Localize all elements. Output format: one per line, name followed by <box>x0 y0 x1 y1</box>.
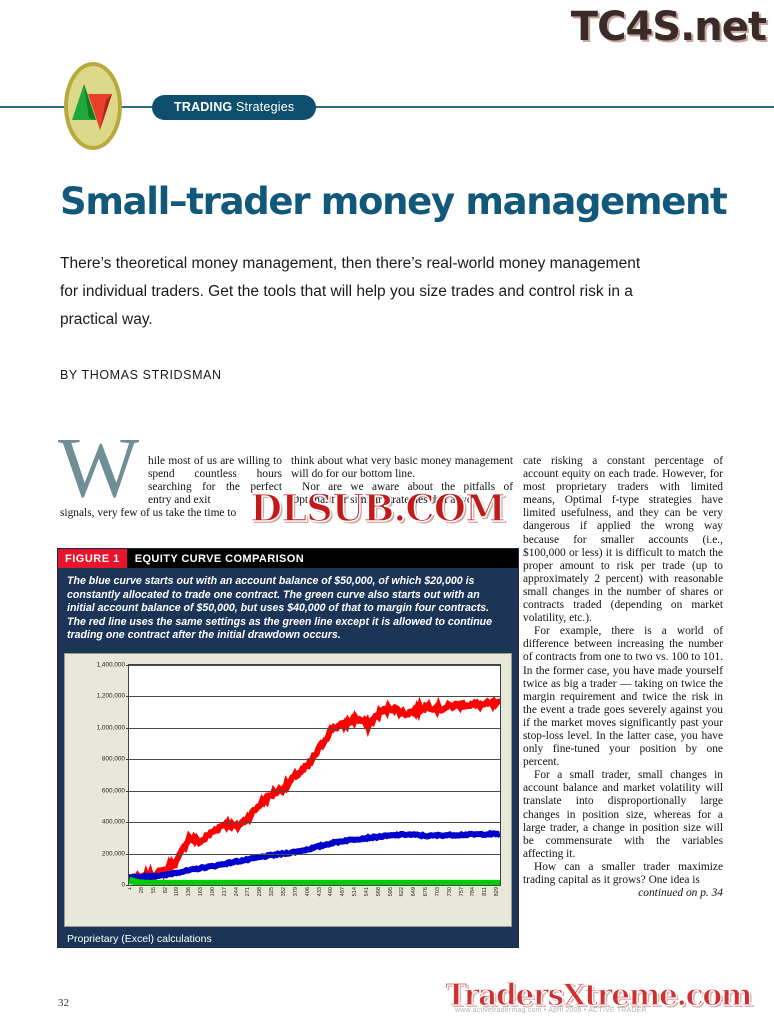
col3-para-2: For example, there is a world of differe… <box>523 625 723 769</box>
article-byline: BY THOMAS STRIDSMAN <box>60 368 222 382</box>
drop-cap: W <box>58 419 140 515</box>
dlsub-watermark: DLSUB.COM <box>249 485 506 531</box>
chart-x-tick-label: 109 <box>174 887 181 897</box>
chart-x-tick-label: 487 <box>340 887 347 897</box>
chart-gridline <box>129 853 500 855</box>
section-kicker-rest: Strategies <box>232 100 295 114</box>
col3-para-3: For a small trader, small changes in acc… <box>523 769 723 860</box>
continued-note: continued on p. 34 <box>638 887 723 900</box>
chart-x-tick-label: 28 <box>138 887 145 894</box>
chart-x-tick-label: 649 <box>411 887 418 897</box>
chart-x-tick-label: 271 <box>245 887 252 897</box>
chart-x-tick-label: 811 <box>482 887 489 896</box>
chart-x-tick-label: 460 <box>328 887 335 897</box>
page-number: 32 <box>58 997 69 1009</box>
chart-x-tick-label: 406 <box>304 887 311 897</box>
chart-gridline <box>129 696 500 698</box>
chart-x-tick-label: 298 <box>257 887 264 897</box>
chart-x-tick-label: 379 <box>292 887 299 897</box>
chart-gridline <box>129 885 500 886</box>
chart-x-tick-label: 757 <box>458 887 465 897</box>
article-headline: Small–trader money management <box>60 180 728 223</box>
col2-para-1: think about what very basic money manage… <box>291 455 513 481</box>
chart-y-tick <box>126 665 129 666</box>
chart-x-tick-label: 1 <box>128 887 133 891</box>
chart-x-tick-label: 829 <box>494 887 501 897</box>
chart-x-tick-label: 217 <box>221 887 228 897</box>
section-kicker-bold: TRADING <box>174 100 233 114</box>
chart-y-tick-label: 1,400,000 <box>96 661 125 669</box>
section-divider-rule <box>0 106 774 108</box>
chart-gridline <box>129 790 500 792</box>
col3-para-1: cate risking a constant percentage of ac… <box>523 455 723 625</box>
chart-x-tick-label: 595 <box>387 887 394 897</box>
chart-x-tick-label: 730 <box>446 887 453 897</box>
chart-y-tick-label: 1,200,000 <box>96 692 125 700</box>
figure-caption: The blue curve starts out with an accoun… <box>67 575 493 642</box>
chart-x-tick-label: 136 <box>186 887 193 897</box>
chart-x-tick-label: 703 <box>434 887 441 897</box>
chart-y-tick-label: 800,000 <box>101 755 125 763</box>
chart-x-tick-label: 433 <box>316 887 323 897</box>
chart-x-tick-label: 55 <box>150 887 157 894</box>
chart-plot-area: 0 200,000 400,000 600,000 800,000 1,000,000 1,… <box>97 662 501 889</box>
footer-source-line: www.activetradermag.com • April 2005 • A… <box>455 1007 647 1014</box>
article-deck: There’s theoretical money management, th… <box>60 255 641 328</box>
chart-y-tick-label: 400,000 <box>101 818 125 826</box>
chart-x-tick-label: 514 <box>352 887 359 897</box>
chart-y-tick-label: 600,000 <box>101 787 125 795</box>
figure-title: EQUITY CURVE COMPARISON <box>134 552 305 565</box>
chart-y-tick <box>126 853 129 855</box>
chart-series-svg <box>129 665 500 885</box>
chart-series-line <box>129 880 500 883</box>
chart-y-tick-label: 200,000 <box>101 850 125 858</box>
col1-para-2: signals, very few of us take the time to <box>60 507 237 520</box>
chart-x-tick-label: 568 <box>375 887 382 897</box>
figure-header: FIGURE 1 EQUITY CURVE COMPARISON <box>58 549 518 568</box>
col1-para-1: hile most of us are willing to spend cou… <box>148 455 282 507</box>
equity-curve-chart: 0 200,000 400,000 600,000 800,000 1,000,000 1,… <box>64 653 512 927</box>
figure-1-panel: FIGURE 1 EQUITY CURVE COMPARISON The blu… <box>57 548 519 948</box>
chart-x-tick-label: 352 <box>280 887 287 897</box>
body-column-1: hile most of us are willing to spend cou… <box>60 455 282 520</box>
chart-y-tick <box>126 885 129 886</box>
chart-x-tick-label: 163 <box>198 887 205 897</box>
chart-x-tick-label: 325 <box>269 887 276 897</box>
chart-x-tick-label: 541 <box>363 887 370 897</box>
body-column-2: think about what very basic money manage… <box>291 455 513 507</box>
body-column-3: cate risking a constant percentage of ac… <box>523 455 723 900</box>
chart-y-tick-label: 0 <box>121 881 125 889</box>
section-tab-trading-strategies[interactable]: TRADING Strategies <box>152 95 317 120</box>
chart-y-tick <box>126 696 129 698</box>
chart-y-tick <box>126 822 129 824</box>
chart-x-tick-label: 622 <box>399 887 406 897</box>
chart-x-tick-label: 676 <box>423 887 430 897</box>
figure-source-note: Proprietary (Excel) calculations <box>58 930 518 947</box>
chart-series-line <box>129 702 500 880</box>
col2-para-2: Nor are we aware about the pitfalls of O… <box>291 481 513 507</box>
chart-series-line <box>129 833 500 878</box>
chart-y-tick-label: 1,000,000 <box>96 724 125 732</box>
chart-x-tick-label: 190 <box>209 887 216 897</box>
trading-strategies-badge-icon <box>62 60 124 152</box>
figure-number-badge: FIGURE 1 <box>58 549 127 568</box>
col3-para-4: How can a smaller trader maximize tradin… <box>523 860 723 886</box>
chart-y-tick <box>126 790 129 792</box>
chart-gridline <box>129 822 500 824</box>
chart-x-tick-label: 244 <box>233 887 240 897</box>
tradersxtreme-watermark: TradersXtreme.com <box>444 977 753 1013</box>
chart-x-tick-label: 784 <box>470 887 477 897</box>
chart-gridline <box>129 727 500 729</box>
tc4s-logo-watermark: TC4S.net <box>570 4 767 50</box>
chart-x-axis-labels: 1 28 55 82 109 136 163 190 217 244 271 298 325 352 379… <box>128 887 501 923</box>
chart-y-tick <box>126 727 129 729</box>
chart-y-tick <box>126 759 129 761</box>
chart-gridline <box>129 665 500 666</box>
chart-x-tick-label: 82 <box>162 887 169 894</box>
chart-gridline <box>129 759 500 761</box>
